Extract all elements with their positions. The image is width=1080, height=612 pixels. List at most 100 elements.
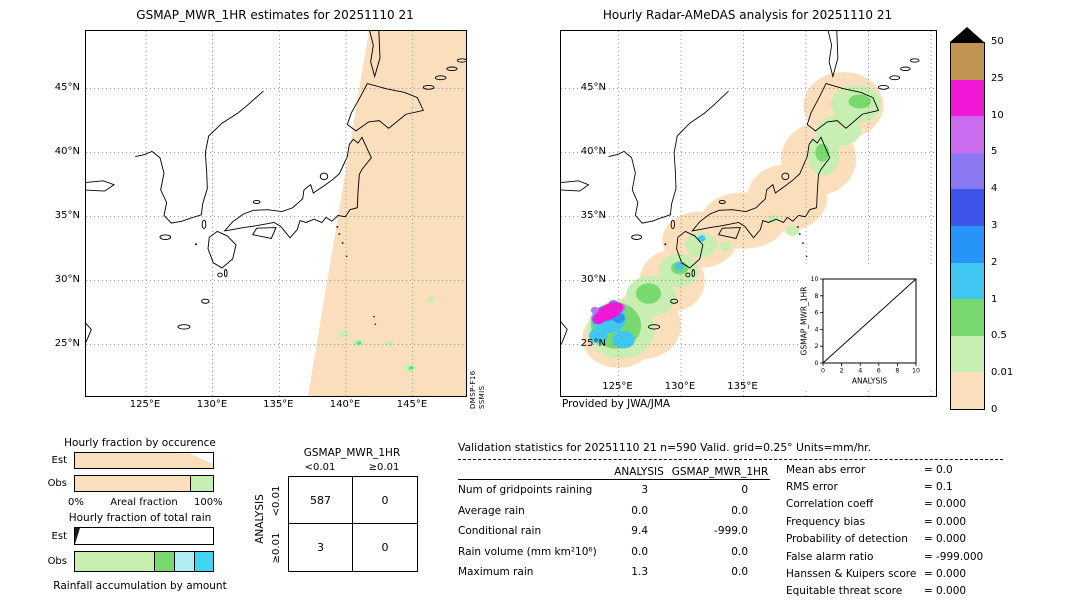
left-lon-label: 140°E	[329, 399, 361, 410]
colorbar-overflow-triangle	[950, 27, 984, 42]
inset-scatter: 0 2 4 6 8 10 0 2 4 6 8 10 ANALYSIS GSMAP…	[800, 267, 934, 389]
left-lat-label: 40°N	[54, 145, 80, 157]
metric-row: Correlation coeff = 0.000	[786, 498, 967, 511]
colorbar-labels: 50 25 10 5 4 3 2 1 0.5 0.01 0	[991, 36, 1031, 415]
stats-col-header-analysis: ANALYSIS	[614, 465, 664, 478]
stats-row: Num of gridpoints raining 3 0	[458, 484, 748, 497]
contingency-row-label: ≥0.01	[271, 532, 282, 564]
colorbar-label: 3	[991, 220, 998, 231]
right-lon-label: 130°E	[664, 381, 696, 392]
stats-row: Maximum rain 1.3 0.0	[458, 566, 748, 579]
data-credit: Provided by JWA/JMA	[562, 398, 671, 410]
contingency-cell: 3	[289, 524, 353, 571]
areal-axis-min: 0%	[68, 497, 84, 508]
colorbar-label: 0.5	[991, 330, 1007, 342]
fraction-bar-segment	[189, 476, 213, 491]
contingency-cell: 0	[353, 477, 417, 524]
right-lat-label: 45°N	[580, 81, 606, 93]
contingency-table: 587 0 3 0	[288, 476, 418, 572]
svg-text:2: 2	[814, 343, 818, 350]
colorbar-label: 4	[991, 183, 998, 195]
colorbar-segment	[951, 152, 984, 190]
colorbar-segment	[951, 299, 984, 336]
fraction-bar-segment	[75, 528, 213, 544]
left-lat-label: 45°N	[54, 81, 80, 93]
contingency-row-label: <0.01	[271, 485, 282, 517]
right-lat-label: 40°N	[580, 145, 606, 157]
metric-row: Equitable threat score = 0.000	[786, 585, 967, 598]
sensor-watermark: DMSP-F16 SSMIS	[469, 339, 486, 409]
colorbar-label: 1	[991, 293, 998, 305]
left-lon-label: 135°E	[263, 399, 294, 410]
colorbar	[950, 42, 985, 410]
colorbar-label: 10	[991, 109, 1004, 121]
svg-text:10: 10	[912, 368, 920, 375]
svg-text:0: 0	[814, 360, 818, 367]
inset-xlabel: ANALYSIS	[852, 377, 888, 386]
colorbar-segment	[951, 43, 984, 80]
svg-text:6: 6	[814, 310, 818, 317]
left-map: DMSP-F16 SSMIS	[85, 30, 486, 409]
colorbar-label: 2	[991, 256, 998, 268]
right-lon-label: 135°E	[727, 381, 758, 392]
stats-row: Average rain 0.0 0.0	[458, 504, 748, 517]
areal-axis-max: 100%	[194, 497, 223, 508]
inset-ticks	[820, 278, 917, 366]
metric-row: Hanssen & Kuipers score = 0.000	[786, 568, 967, 581]
sensor-name: DMSP-F16	[469, 370, 477, 409]
stats-col-header-gsmap: GSMAP_MWR_1HR	[671, 465, 769, 478]
total-rain-caption: Rainfall accumulation by amount	[53, 580, 227, 592]
fraction-bar	[74, 527, 214, 545]
total-rain-bars: Est Obs	[40, 527, 214, 578]
stats-table: ANALYSIS GSMAP_MWR_1HR Num of gridpoints…	[458, 464, 770, 583]
bar-row-label: Est	[51, 455, 67, 466]
fraction-bar-segment	[75, 453, 213, 468]
contingency-col-label: <0.01	[304, 462, 336, 473]
satellite-swath	[308, 31, 466, 396]
metric-row: False alarm ratio = -999.000	[786, 550, 984, 563]
sensor-instrument: SSMIS	[477, 385, 486, 409]
inset-y-tick-labels: 0 2 4 6 8 10	[810, 276, 818, 367]
right-lat-label: 35°N	[580, 209, 606, 221]
total-rain-panel-title: Hourly fraction of total rain	[68, 512, 212, 524]
fraction-bar-segment	[174, 552, 194, 571]
stats-row: Rain volume (mm km²10⁶) 0.0 0.0	[458, 545, 748, 558]
contingency-title: GSMAP_MWR_1HR	[303, 447, 401, 459]
precip-overlay	[582, 71, 884, 368]
metric-row: Mean abs error = 0.0	[786, 463, 953, 476]
svg-text:6: 6	[877, 368, 881, 375]
stats-divider	[458, 459, 1003, 460]
svg-text:2: 2	[840, 368, 844, 375]
left-lat-label: 25°N	[54, 337, 80, 349]
left-lon-label: 130°E	[196, 399, 228, 410]
contingency-cell: 0	[381, 541, 389, 554]
svg-text:8: 8	[814, 293, 818, 300]
svg-text:10: 10	[810, 276, 818, 283]
left-lon-label: 125°E	[129, 399, 161, 410]
colorbar-segment	[951, 262, 984, 300]
fraction-bar	[74, 452, 214, 469]
svg-text:8: 8	[895, 368, 899, 375]
svg-text:0: 0	[821, 368, 825, 375]
bar-row-label: Obs	[47, 556, 67, 567]
colorbar-label: 50	[991, 36, 1004, 47]
left-lon-label: 145°E	[396, 399, 428, 410]
colorbar-label: 0	[991, 404, 998, 415]
fraction-bar	[74, 475, 214, 492]
fraction-bar-segment	[75, 476, 190, 491]
colorbar-segment	[951, 225, 984, 263]
right-map: 0 2 4 6 8 10 0 2 4 6 8 10 ANALYSIS GSMAP…	[560, 30, 937, 397]
fraction-bar	[74, 551, 214, 572]
contingency-col-label: ≥0.01	[368, 462, 400, 473]
colorbar-segment	[951, 79, 984, 117]
left-map-title: GSMAP_MWR_1HR estimates for 20251110 21	[136, 8, 414, 22]
colorbar-label: 25	[991, 72, 1004, 84]
metric-row: RMS error = 0.1	[786, 481, 953, 494]
bar-row-label: Est	[51, 530, 67, 542]
right-lat-label: 30°N	[580, 273, 606, 285]
stats-row: Conditional rain 9.4 -999.0	[458, 525, 748, 538]
svg-text:4: 4	[858, 368, 862, 375]
colorbar-segment	[951, 335, 984, 373]
areal-axis-title: Areal fraction	[110, 497, 178, 508]
